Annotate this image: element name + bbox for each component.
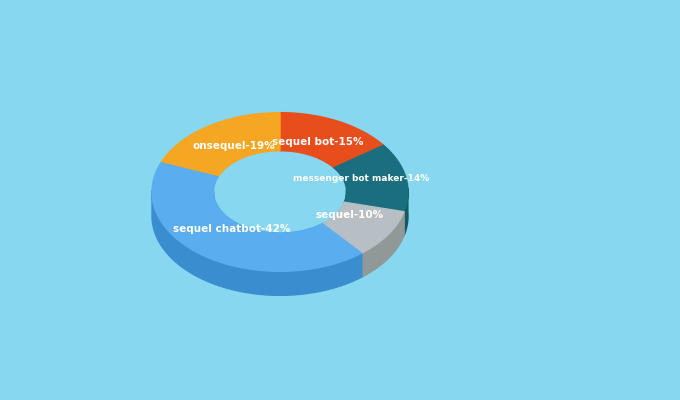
Text: sequel bot-15%: sequel bot-15% — [272, 137, 363, 147]
Polygon shape — [152, 190, 362, 295]
Polygon shape — [322, 224, 362, 277]
Text: sequel-10%: sequel-10% — [316, 210, 384, 220]
Polygon shape — [345, 190, 347, 226]
Polygon shape — [345, 202, 404, 236]
Polygon shape — [345, 202, 404, 236]
Polygon shape — [280, 113, 384, 168]
Polygon shape — [152, 163, 362, 271]
Polygon shape — [322, 202, 345, 248]
Text: sequel chatbot-42%: sequel chatbot-42% — [173, 224, 290, 234]
Polygon shape — [322, 202, 404, 253]
Text: onsequel-19%: onsequel-19% — [192, 140, 275, 150]
Polygon shape — [322, 224, 362, 277]
Polygon shape — [161, 113, 280, 177]
Polygon shape — [334, 145, 408, 212]
Text: messenger bot maker-14%: messenger bot maker-14% — [293, 174, 429, 183]
Polygon shape — [362, 212, 404, 277]
Polygon shape — [214, 191, 322, 257]
Polygon shape — [404, 188, 408, 236]
